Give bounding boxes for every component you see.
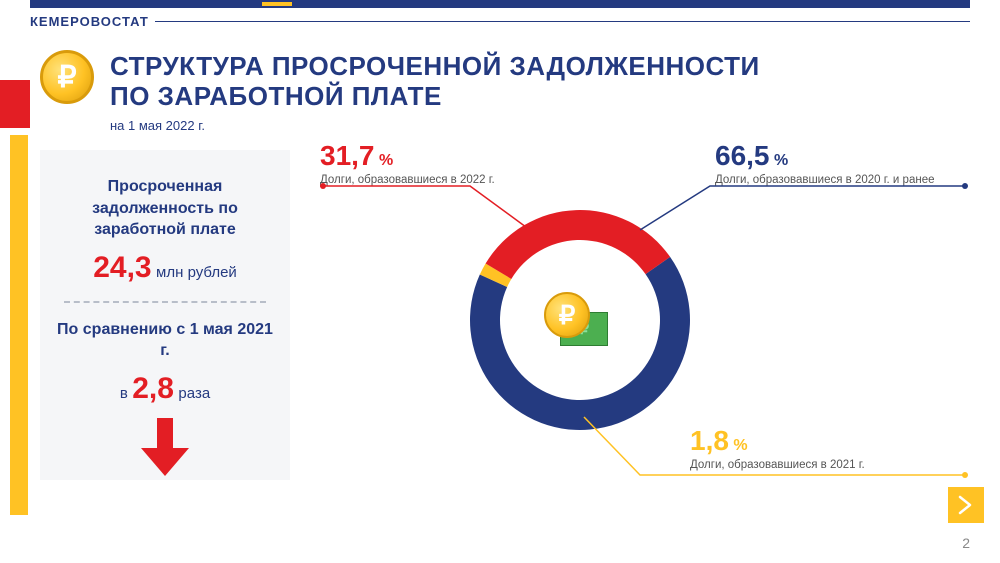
- slice-label-2021: 1,8 % Долги, образовавшиеся в 2021 г.: [690, 425, 865, 471]
- summary-ratio-suffix: раза: [178, 385, 210, 402]
- page-number: 2: [962, 535, 970, 551]
- slice-pct-2021: 1,8: [690, 425, 729, 456]
- slice-desc-2020: Долги, образовавшиеся в 2020 г. и ранее: [715, 174, 934, 186]
- summary-ratio-prefix: в: [120, 385, 128, 402]
- slice-pct-2022: 31,7: [320, 140, 375, 171]
- ruble-coin-icon: ₽: [544, 292, 590, 338]
- next-button[interactable]: [948, 487, 984, 523]
- slice-pct-2020: 66,5: [715, 140, 770, 171]
- summary-compare-label: По сравнению с 1 мая 2021 г.: [56, 319, 274, 362]
- header-block: ₽ СТРУКТУРА ПРОСРОЧЕННОЙ ЗАДОЛЖЕННОСТИ П…: [40, 50, 760, 133]
- header-rule: [155, 21, 970, 22]
- org-label: КЕМЕРОВОСТАТ: [30, 8, 161, 35]
- page-title-line1: СТРУКТУРА ПРОСРОЧЕННОЙ ЗАДОЛЖЕННОСТИ: [110, 52, 760, 82]
- donut-slice-s2022: [486, 210, 671, 279]
- summary-heading: Просроченная задолженность по заработной…: [56, 176, 274, 241]
- left-yellow-strip: [10, 135, 28, 515]
- summary-divider: [64, 301, 266, 303]
- summary-value: 24,3: [93, 251, 151, 284]
- slice-label-2022: 31,7 % Долги, образовавшиеся в 2022 г.: [320, 140, 495, 186]
- top-bar-accent: [262, 2, 292, 6]
- chart-area: ₽ 31,7 % Долги, образовавшиеся в 2022 г.…: [310, 140, 970, 520]
- top-bar: [30, 0, 970, 8]
- slice-desc-2021: Долги, образовавшиеся в 2021 г.: [690, 459, 865, 471]
- summary-unit: млн рублей: [156, 264, 237, 281]
- summary-value-row: 24,3 млн рублей: [56, 251, 274, 285]
- donut-center-icon: ₽: [542, 290, 612, 360]
- summary-panel: Просроченная задолженность по заработной…: [40, 150, 290, 480]
- slice-desc-2022: Долги, образовавшиеся в 2022 г.: [320, 174, 495, 186]
- left-red-block: [0, 80, 30, 128]
- slice-label-2020: 66,5 % Долги, образовавшиеся в 2020 г. и…: [715, 140, 934, 186]
- page-title-line2: ПО ЗАРАБОТНОЙ ПЛАТЕ: [110, 82, 760, 112]
- ruble-coin-icon: ₽: [40, 50, 94, 104]
- chevron-right-icon: [958, 495, 974, 515]
- summary-ratio-value: 2,8: [132, 372, 174, 405]
- page-subtitle: на 1 мая 2022 г.: [110, 118, 760, 133]
- arrow-down-icon: [141, 418, 189, 476]
- summary-ratio-row: в 2,8 раза: [56, 372, 274, 406]
- title-block: СТРУКТУРА ПРОСРОЧЕННОЙ ЗАДОЛЖЕННОСТИ ПО …: [110, 50, 760, 133]
